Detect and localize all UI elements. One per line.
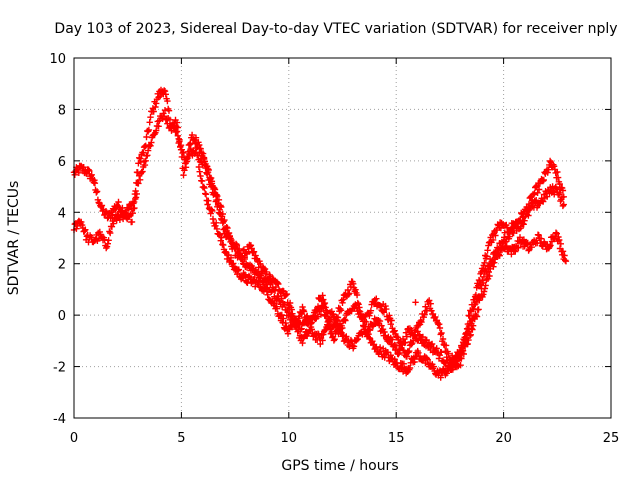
x-tick-label: 10: [281, 431, 298, 446]
y-tick-label: 2: [58, 258, 66, 273]
x-tick-label: 25: [603, 431, 620, 446]
x-tick-label: 0: [70, 431, 78, 446]
data-point-markers: [195, 149, 567, 372]
y-axis-label: SDTVAR / TECUs: [6, 181, 22, 296]
x-tick-label: 20: [495, 431, 512, 446]
y-tick-label: -4: [53, 412, 66, 427]
y-tick-label: 4: [58, 206, 66, 221]
y-tick-label: 6: [58, 155, 66, 170]
x-axis-label: GPS time / hours: [281, 458, 398, 474]
series-track-3: [195, 149, 567, 372]
chart: Day 103 of 2023, Sidereal Day-to-day VTE…: [0, 0, 640, 480]
y-tick-label: 8: [58, 103, 66, 118]
y-tick-label: 10: [49, 52, 66, 67]
x-tick-label: 5: [177, 431, 185, 446]
series-track-1: [71, 87, 567, 368]
y-tick-label: 0: [58, 309, 66, 324]
x-axis-ticks: 0 5 10 15 20 25: [70, 58, 619, 446]
data-point: [412, 299, 418, 305]
y-tick-label: -2: [53, 361, 66, 376]
chart-title: Day 103 of 2023, Sidereal Day-to-day VTE…: [54, 21, 617, 37]
data-point-markers: [71, 87, 567, 368]
data-points: [71, 87, 569, 381]
x-tick-label: 15: [388, 431, 405, 446]
